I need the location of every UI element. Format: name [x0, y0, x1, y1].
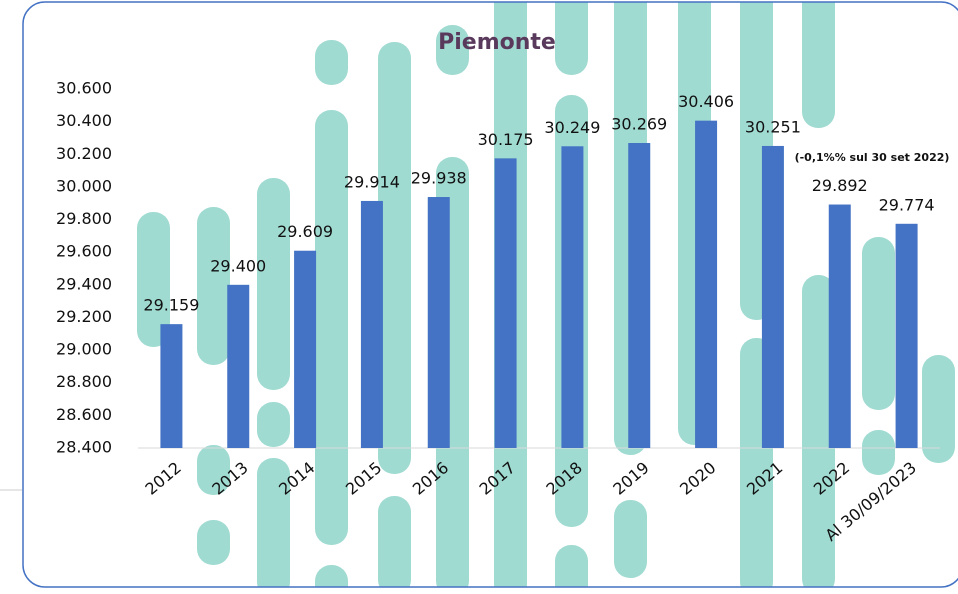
data-label: 29.159	[143, 296, 199, 315]
bar	[494, 158, 517, 448]
y-tick-label: 30.400	[56, 111, 112, 130]
data-label: 30.406	[678, 92, 734, 111]
data-label: 29.400	[210, 256, 266, 275]
y-tick-label: 29.600	[56, 242, 112, 261]
chart-title: Piemonte	[438, 30, 556, 55]
x-tick-label: 2015	[342, 458, 385, 499]
data-label: 30.269	[611, 115, 667, 134]
bar	[294, 250, 317, 448]
y-tick-label: 28.600	[56, 405, 112, 424]
bar	[227, 284, 250, 448]
annotation: (-0,1%% sul 30 set 2022)	[795, 151, 950, 164]
bar	[828, 204, 851, 448]
x-tick-label: 2012	[141, 458, 184, 499]
y-tick-label: 29.200	[56, 307, 112, 326]
data-label: 29.892	[812, 176, 868, 195]
bar	[160, 324, 183, 448]
x-tick-label: 2019	[609, 458, 652, 499]
y-tick-label: 29.400	[56, 274, 112, 293]
y-tick-label: 29.000	[56, 340, 112, 359]
bar	[427, 197, 450, 448]
bar	[561, 146, 584, 448]
y-tick-label: 28.800	[56, 372, 112, 391]
y-tick-label: 28.400	[56, 438, 112, 457]
data-label: 29.774	[879, 195, 935, 214]
data-label: 29.914	[344, 172, 400, 191]
bar	[761, 145, 784, 449]
y-tick-label: 29.800	[56, 209, 112, 228]
bar	[360, 200, 383, 448]
data-label: 30.249	[544, 118, 600, 137]
bar	[895, 223, 918, 448]
background-pills	[137, 2, 955, 587]
y-tick-label: 30.000	[56, 176, 112, 195]
y-tick-label: 30.200	[56, 144, 112, 163]
data-label: 30.175	[478, 130, 534, 149]
bar	[628, 143, 651, 448]
bar	[695, 120, 718, 448]
data-label: 30.251	[745, 117, 801, 136]
x-tick-label: 2020	[676, 458, 719, 499]
data-label: 29.938	[411, 169, 467, 188]
data-label: 29.609	[277, 222, 333, 241]
y-tick-label: 30.600	[56, 79, 112, 98]
frame	[22, 1, 958, 588]
